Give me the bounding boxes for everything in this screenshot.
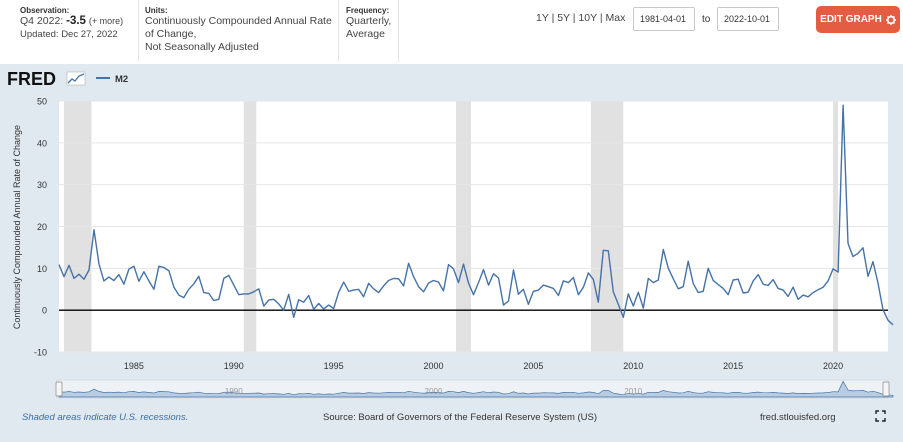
units-line-3: Not Seasonally Adjusted <box>145 41 259 53</box>
x-tick-label: 2005 <box>523 361 543 371</box>
x-tick-label: 2015 <box>723 361 743 371</box>
range-1y[interactable]: 1Y <box>536 12 549 24</box>
gear-icon <box>885 14 896 25</box>
divider <box>398 0 399 62</box>
navigator-series-area <box>58 380 894 398</box>
fullscreen-icon[interactable] <box>875 410 886 422</box>
navigator-label: 1990 <box>225 387 243 396</box>
fred-logo-icon <box>66 71 86 86</box>
units-line-2: of Change, <box>145 28 197 40</box>
site-link[interactable]: fred.stlouisfed.org <box>760 412 836 423</box>
y-tick-label: -10 <box>34 348 47 358</box>
divider <box>138 0 139 62</box>
range-10y[interactable]: 10Y <box>578 12 597 24</box>
observation-period: Q4 2022: <box>20 15 64 27</box>
to-label: to <box>702 14 711 25</box>
x-tick-label: 2000 <box>424 361 444 371</box>
x-tick-label: 1985 <box>124 361 144 371</box>
recession-note: Shaded areas indicate U.S. recessions. <box>22 412 188 423</box>
navigator-right-handle[interactable] <box>882 381 890 397</box>
edit-graph-button[interactable]: EDIT GRAPH <box>816 6 900 33</box>
units-line-1: Continuously Compounded Annual Rate <box>145 15 332 27</box>
y-tick-label: 20 <box>37 222 47 232</box>
y-tick-label: 30 <box>37 180 47 190</box>
frequency-line-2: Average <box>346 28 385 40</box>
y-axis-ticks: -10 0 10 20 30 40 50 <box>34 97 47 358</box>
frequency-line-1: Quarterly, <box>346 15 392 27</box>
source-text: Source: Board of Governors of the Federa… <box>323 412 597 423</box>
observation-value: -3.5 <box>66 15 86 27</box>
observation-more-link[interactable]: (+ more) <box>88 16 124 26</box>
end-date-input[interactable] <box>717 7 779 31</box>
range-selector: 1Y | 5Y | 10Y | Max <box>536 12 626 24</box>
y-tick-label: 50 <box>37 97 47 107</box>
x-axis-ticks: 1985 1990 1995 2000 2005 2010 2015 2020 <box>124 361 843 371</box>
frequency-label: Frequency: <box>346 6 390 15</box>
observation-label: Observation: <box>20 6 70 15</box>
y-axis-title: Continuously Compounded Annual Rate of C… <box>12 125 22 329</box>
navigator-labels: 1990 2000 2010 <box>225 387 643 396</box>
edit-graph-label: EDIT GRAPH <box>820 14 882 25</box>
series-line-m2 <box>58 104 894 326</box>
legend-label-m2: M2 <box>115 74 128 85</box>
units-block: Units: Continuously Compounded Annual Ra… <box>145 6 335 54</box>
navigator-label: 2010 <box>624 387 642 396</box>
grid-lines <box>59 100 888 353</box>
y-tick-label: 40 <box>37 138 47 148</box>
x-tick-label: 2010 <box>623 361 643 371</box>
y-tick-label: 0 <box>42 306 47 316</box>
frequency-block: Frequency: Quarterly, Average <box>346 6 406 41</box>
y-tick-label: 10 <box>37 264 47 274</box>
units-label: Units: <box>145 6 168 15</box>
header-bar: Observation: Q4 2022: -3.5 (+ more) Upda… <box>0 0 903 64</box>
updated-date: Updated: Dec 27, 2022 <box>20 29 118 40</box>
observation-block: Observation: Q4 2022: -3.5 (+ more) Upda… <box>20 6 138 41</box>
divider <box>338 0 339 62</box>
x-tick-label: 1990 <box>224 361 244 371</box>
navigator-label: 2000 <box>425 387 443 396</box>
x-tick-label: 1995 <box>324 361 344 371</box>
range-max[interactable]: Max <box>605 12 626 24</box>
navigator-left-handle[interactable] <box>55 381 63 397</box>
start-date-input[interactable] <box>633 7 695 31</box>
x-tick-label: 2020 <box>823 361 843 371</box>
fred-logo-text: FRED <box>7 69 56 89</box>
range-5y[interactable]: 5Y <box>557 12 570 24</box>
